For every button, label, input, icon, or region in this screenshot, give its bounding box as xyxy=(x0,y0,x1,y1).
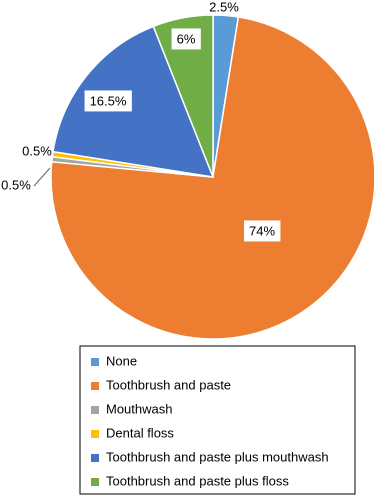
legend-swatch xyxy=(91,454,99,462)
data-label: 16.5% xyxy=(90,93,127,108)
legend-label: Toothbrush and paste xyxy=(106,377,231,392)
legend-swatch xyxy=(91,406,99,414)
legend-swatch xyxy=(91,382,99,390)
label-box xyxy=(243,220,281,242)
legend-box xyxy=(79,345,356,495)
pie-slice xyxy=(52,25,215,178)
legend-swatch xyxy=(91,358,99,366)
legend-swatch xyxy=(91,478,99,486)
leader-line xyxy=(33,167,51,187)
data-label: 74% xyxy=(249,223,275,238)
data-label: 0.5% xyxy=(1,177,31,192)
legend-label: Toothbrush and paste plus mouthwash xyxy=(106,449,329,464)
legend-label: Mouthwash xyxy=(106,401,172,416)
pie-slice xyxy=(50,16,374,340)
data-label: 2.5% xyxy=(209,0,239,14)
data-label: 0.5% xyxy=(22,143,52,158)
legend-label: None xyxy=(106,353,137,368)
data-label: 6% xyxy=(177,31,196,46)
label-box xyxy=(84,90,132,112)
legend-label: Dental floss xyxy=(106,425,174,440)
legend-swatch xyxy=(91,430,99,438)
legend-label: Toothbrush and paste plus floss xyxy=(106,473,289,488)
pie-slice xyxy=(152,14,214,178)
label-box xyxy=(171,28,201,50)
